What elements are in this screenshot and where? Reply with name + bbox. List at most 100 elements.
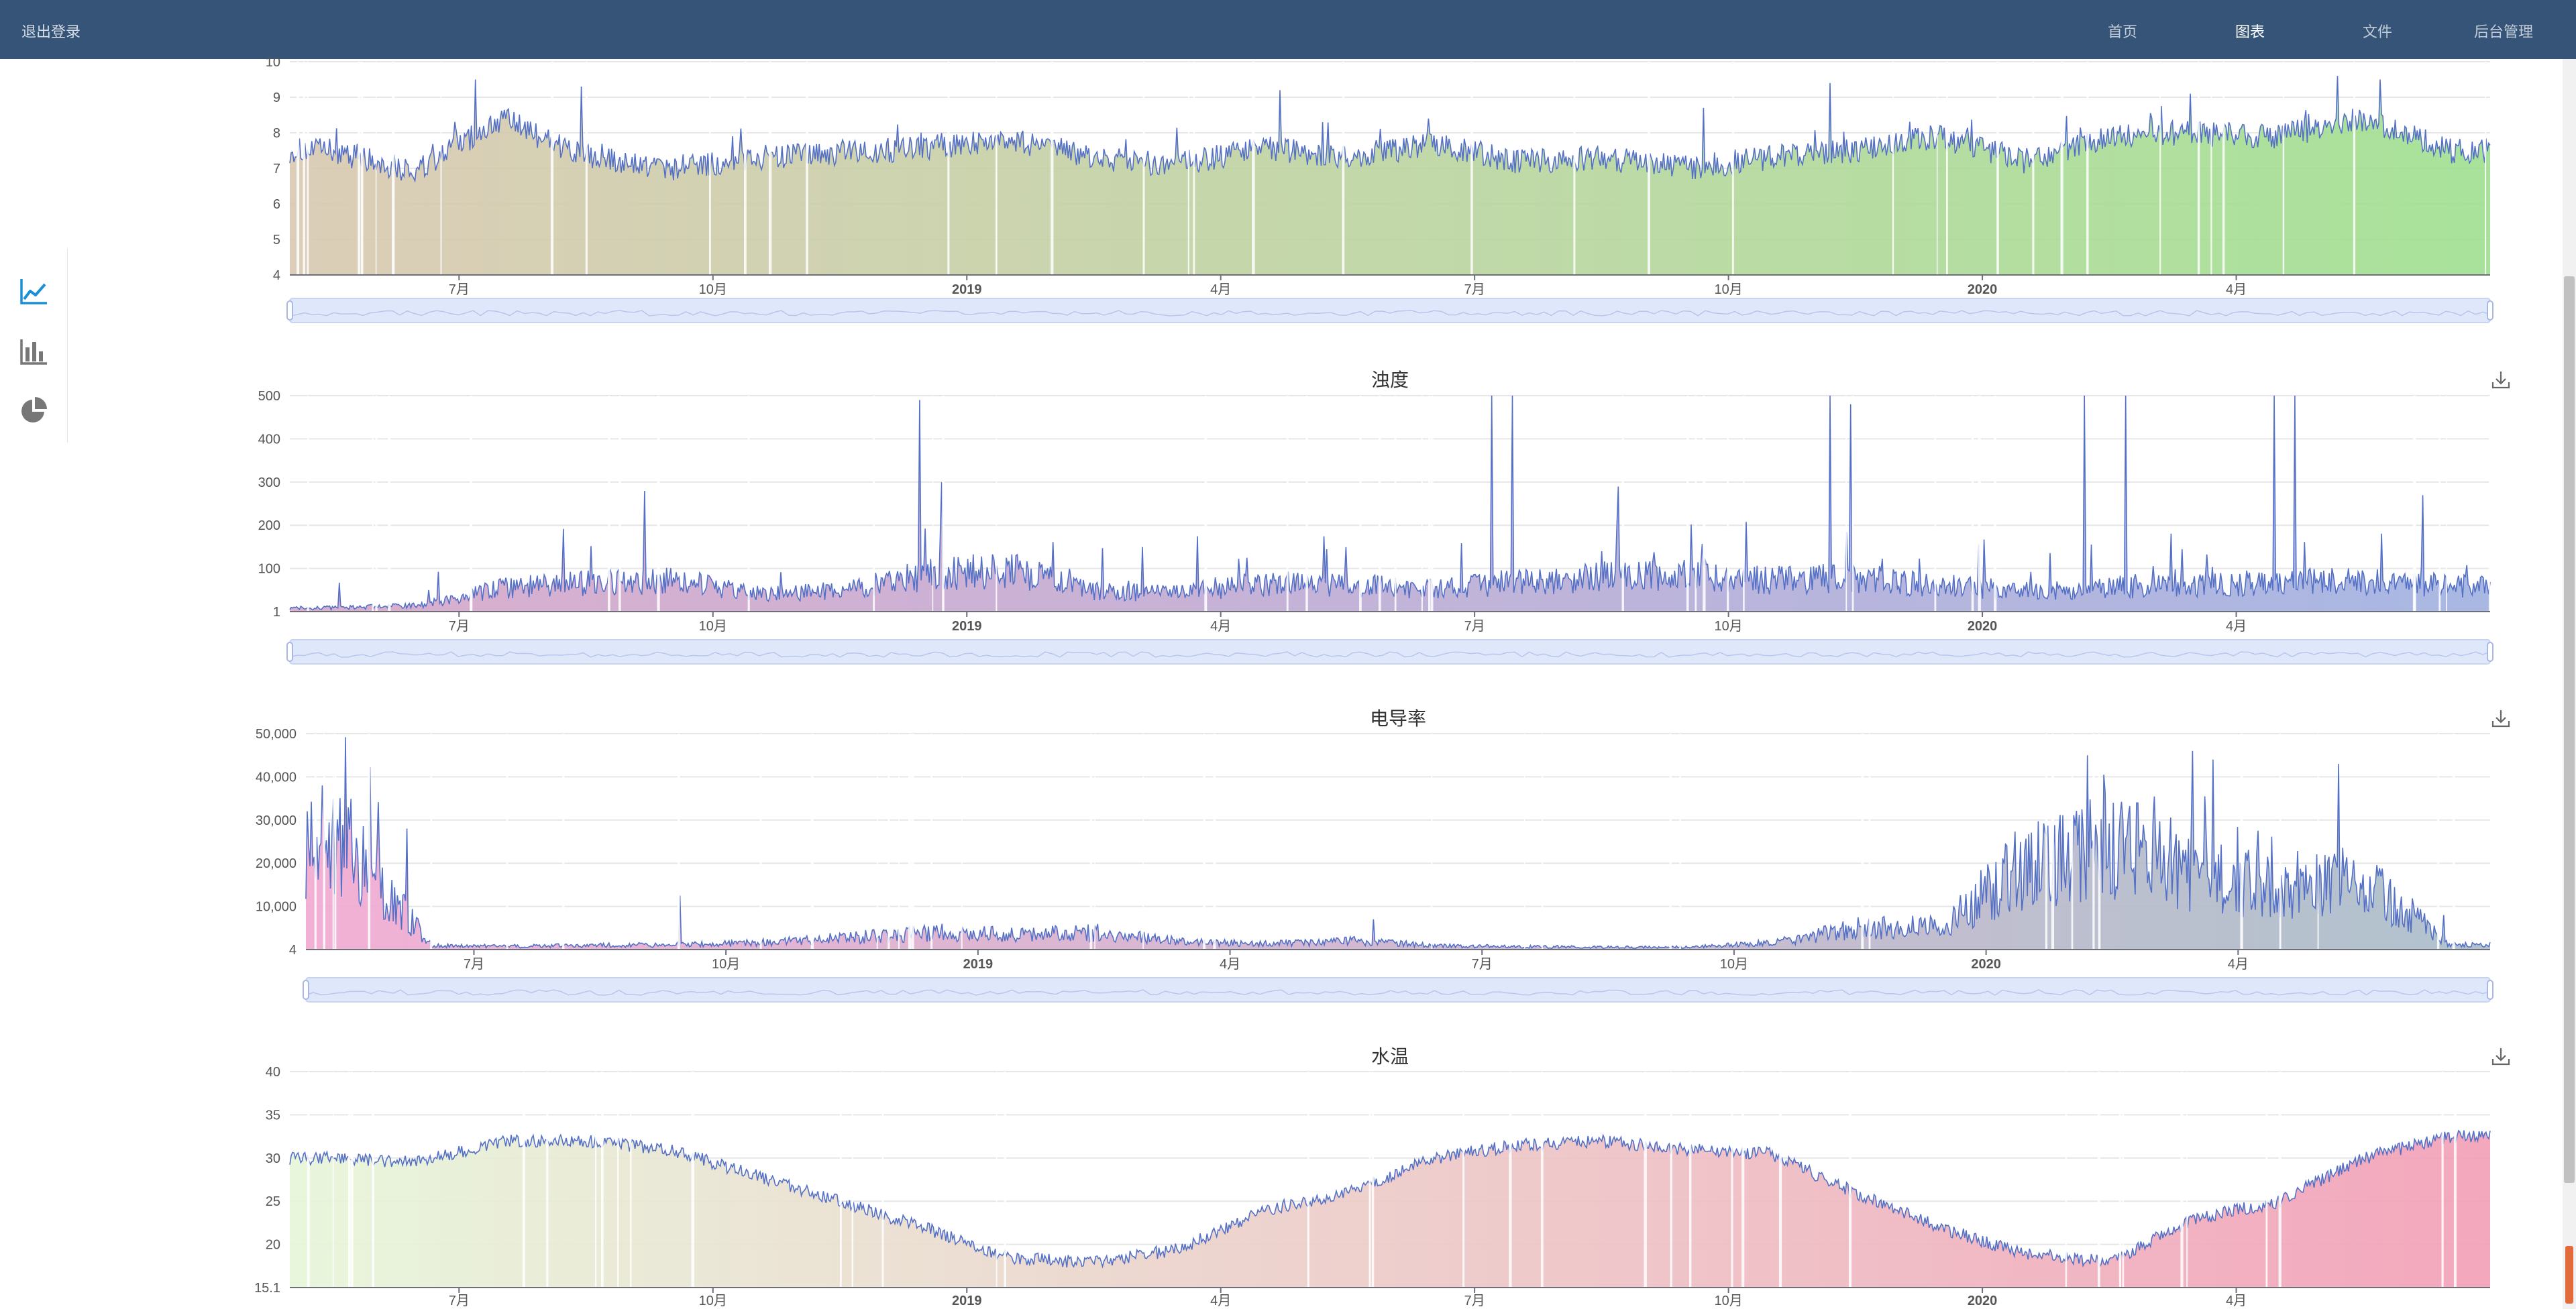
data-gap — [709, 62, 711, 275]
data-gap — [1541, 734, 1544, 950]
zoom-handle-left[interactable] — [303, 980, 309, 1000]
data-gap — [876, 734, 878, 950]
data-gap — [1204, 396, 1208, 612]
data-gap — [601, 1072, 604, 1288]
data-zoom-slider[interactable] — [286, 298, 2493, 323]
data-gap — [2186, 1072, 2188, 1288]
download-icon[interactable] — [2491, 710, 2510, 728]
data-gap — [657, 396, 660, 612]
data-gap — [550, 62, 554, 275]
data-gap — [375, 62, 377, 275]
data-gap — [360, 62, 364, 275]
nav-charts[interactable]: 图表 — [2235, 23, 2265, 40]
data-gap — [2240, 734, 2243, 950]
data-gap — [1428, 396, 1431, 612]
data-gap — [2071, 734, 2074, 950]
data-gap — [2159, 62, 2161, 275]
data-gap — [911, 734, 914, 950]
chart-title: 浊度 — [1371, 369, 1409, 390]
zoom-handle-right[interactable] — [2487, 642, 2493, 662]
data-gap — [851, 1072, 854, 1288]
data-gap — [1778, 1072, 1782, 1288]
x-tick-label: 4月 — [1220, 957, 1240, 972]
data-gap — [1868, 734, 1871, 950]
nav-admin[interactable]: 后台管理 — [2474, 23, 2534, 40]
series-area — [306, 737, 2490, 950]
zoom-handle-left[interactable] — [286, 642, 293, 662]
data-gap — [996, 396, 998, 612]
data-gap — [506, 734, 508, 950]
data-gap — [1430, 396, 1434, 612]
y-tick-label: 5 — [273, 233, 280, 247]
data-gap — [2282, 62, 2285, 275]
zoom-handle-right[interactable] — [2487, 300, 2493, 321]
nav-home[interactable]: 首页 — [2108, 23, 2138, 40]
data-gap — [1648, 62, 1650, 275]
data-gap — [430, 734, 433, 950]
data-gap — [2180, 1072, 2184, 1288]
chart-title: 电导率 — [1370, 708, 1426, 729]
data-gap — [546, 1072, 549, 1288]
y-tick-label: 500 — [258, 389, 280, 404]
page-scrollbar-thumb[interactable] — [2564, 276, 2575, 1183]
data-gap — [375, 396, 378, 612]
data-gap — [1004, 1072, 1006, 1288]
data-gap — [1936, 62, 1938, 275]
series-line — [289, 395, 2491, 612]
download-icon[interactable] — [2491, 1048, 2510, 1066]
data-gap — [332, 734, 334, 950]
y-tick-label: 4 — [273, 268, 280, 283]
bar-chart-icon[interactable] — [19, 337, 48, 366]
data-gap — [873, 396, 875, 612]
data-zoom-slider[interactable] — [303, 977, 2493, 1003]
data-gap — [1187, 62, 1189, 275]
data-gap — [1305, 396, 1308, 612]
zoom-handle-left[interactable] — [286, 300, 293, 321]
zoom-handle-right[interactable] — [2487, 980, 2493, 1000]
data-gap — [1978, 396, 1981, 612]
data-gap — [388, 396, 391, 612]
data-gap — [1368, 1072, 1371, 1288]
data-gap — [372, 396, 374, 612]
data-gap — [996, 62, 998, 275]
y-tick-label: 30 — [266, 1151, 280, 1166]
line-chart-icon[interactable] — [19, 276, 48, 306]
data-zoom-slider[interactable] — [286, 639, 2493, 665]
data-gap — [2098, 734, 2101, 950]
data-gap — [1573, 62, 1576, 275]
chart-2: 浊度 1 100 200 300 400 500 7月 10月 2019 4月 7月 10月 2020 4月 — [258, 369, 2510, 665]
data-gap — [2051, 734, 2054, 950]
data-gap — [1359, 396, 1362, 612]
x-tick-label: 7月 — [449, 1294, 470, 1308]
data-gap — [1051, 62, 1054, 275]
data-gap — [617, 1072, 619, 1288]
download-icon[interactable] — [2491, 372, 2510, 389]
data-gap — [2438, 396, 2441, 612]
nav-files[interactable]: 文件 — [2363, 23, 2393, 40]
data-gap — [1679, 734, 1682, 950]
pie-chart-icon[interactable] — [19, 396, 48, 425]
data-gap — [947, 62, 950, 275]
data-gap — [744, 62, 747, 275]
x-tick-label: 10月 — [699, 282, 727, 297]
data-gap — [1213, 734, 1216, 950]
x-tick-label: 4月 — [2226, 1294, 2247, 1308]
data-gap — [595, 1072, 597, 1288]
data-gap — [303, 62, 305, 275]
data-gap — [1193, 62, 1195, 275]
data-gap — [1892, 62, 1894, 275]
data-gap — [1689, 1072, 1692, 1288]
x-tick-label: 7月 — [464, 957, 484, 972]
data-gap — [1727, 396, 1729, 612]
logout-link[interactable]: 退出登录 — [21, 23, 81, 40]
x-tick-label: 2020 — [1968, 1294, 1998, 1308]
data-gap — [1743, 396, 1745, 612]
x-tick-label: 10月 — [1720, 957, 1748, 972]
data-gap — [2453, 1072, 2457, 1288]
data-gap — [691, 1072, 694, 1288]
data-gap — [2317, 734, 2319, 950]
y-tick-label: 25 — [266, 1194, 280, 1209]
y-tick-label: 400 — [258, 432, 280, 447]
data-gap — [1996, 62, 1999, 275]
x-tick-label: 7月 — [449, 282, 470, 297]
